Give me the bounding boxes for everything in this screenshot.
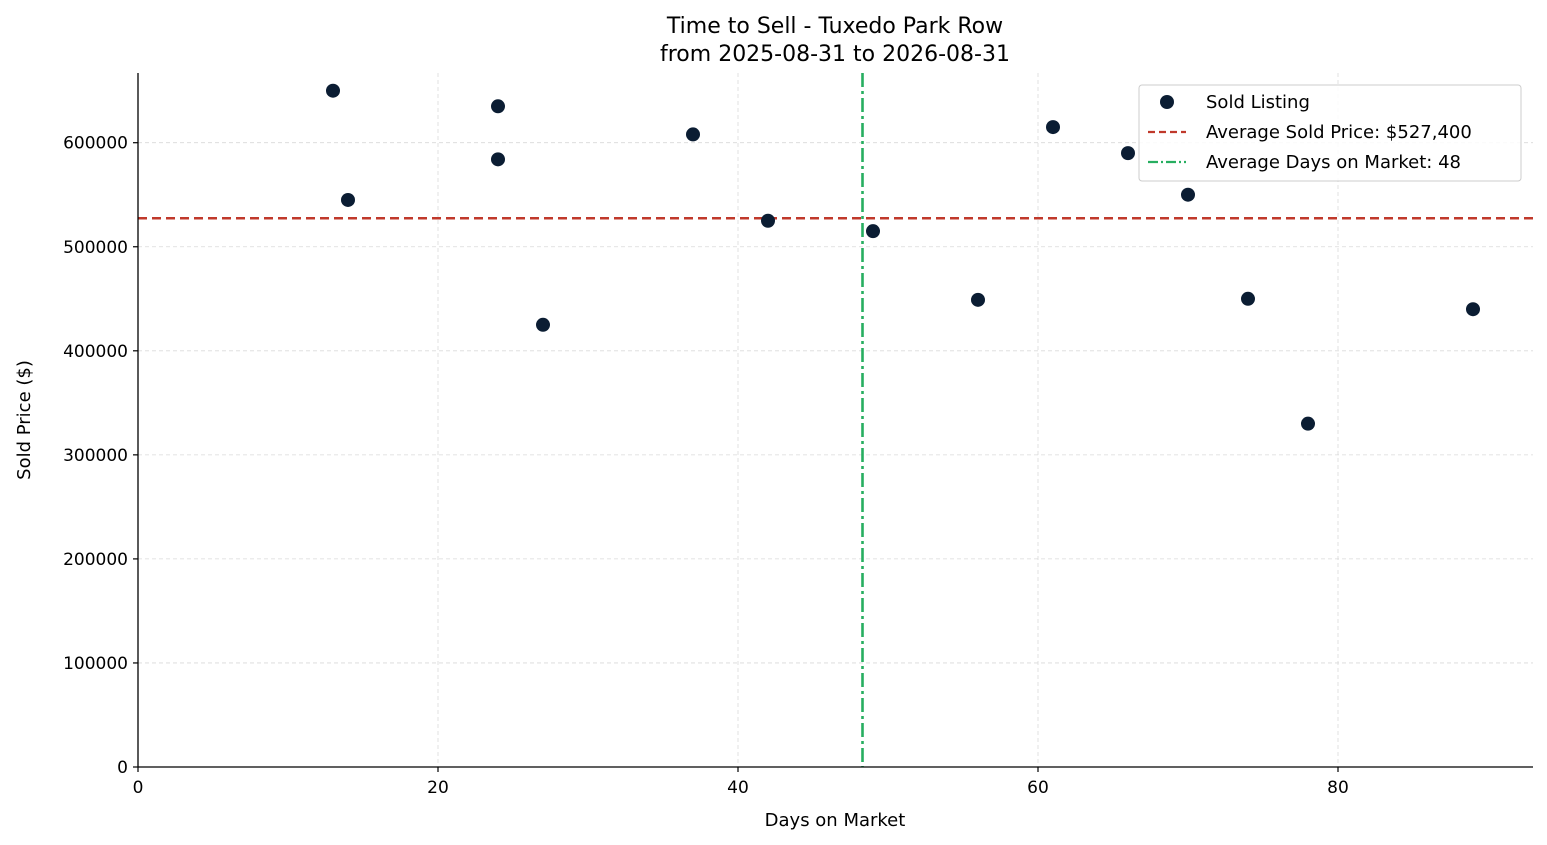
- x-tick-label: 0: [133, 778, 144, 798]
- data-point: [761, 213, 775, 228]
- data-point: [491, 152, 505, 167]
- legend-label-average-price: Average Sold Price: $527,400: [1206, 122, 1472, 143]
- data-point: [491, 99, 505, 114]
- legend-box: [1138, 84, 1522, 182]
- y-axis-label: Sold Price ($): [14, 360, 35, 480]
- data-point: [866, 224, 880, 239]
- data-points: [326, 83, 1480, 431]
- data-point: [1301, 416, 1315, 431]
- axes: 0 20 40 60 80 0 100000 200000 300000 400000 500000…: [63, 73, 1533, 798]
- y-tick-label: 300000: [63, 446, 128, 466]
- chart-subtitle: from 2025-08-31 to 2026-08-31: [660, 42, 1010, 67]
- x-tick-label: 40: [727, 778, 749, 798]
- data-point: [326, 83, 340, 98]
- y-tick-label: 500000: [63, 238, 128, 258]
- legend-label-sold-listing: Sold Listing: [1206, 92, 1310, 113]
- legend-marker-sold-listing: [1160, 95, 1174, 109]
- x-tick-label: 80: [1327, 778, 1349, 798]
- legend: Sold Listing Average Sold Price: $527,40…: [1138, 84, 1522, 182]
- data-point: [1046, 120, 1060, 135]
- reference-lines: [138, 73, 1533, 767]
- y-tick-label: 200000: [63, 550, 128, 570]
- data-point: [1466, 302, 1480, 317]
- y-tick-label: 0: [117, 758, 128, 778]
- data-point: [341, 192, 355, 207]
- x-tick-label: 60: [1027, 778, 1049, 798]
- y-tick-label: 600000: [63, 134, 128, 154]
- x-axis-label: Days on Market: [765, 810, 906, 831]
- y-tick-label: 400000: [63, 342, 128, 362]
- data-point: [1181, 187, 1195, 202]
- y-tick-label: 100000: [63, 654, 128, 674]
- x-tick-label: 20: [427, 778, 449, 798]
- data-point: [686, 127, 700, 142]
- data-point: [971, 292, 985, 307]
- data-point: [536, 317, 550, 332]
- legend-label-average-days: Average Days on Market: 48: [1206, 152, 1461, 173]
- data-point: [1121, 146, 1135, 161]
- chart-title: Time to Sell - Tuxedo Park Row: [666, 14, 1003, 39]
- data-point: [1241, 291, 1255, 306]
